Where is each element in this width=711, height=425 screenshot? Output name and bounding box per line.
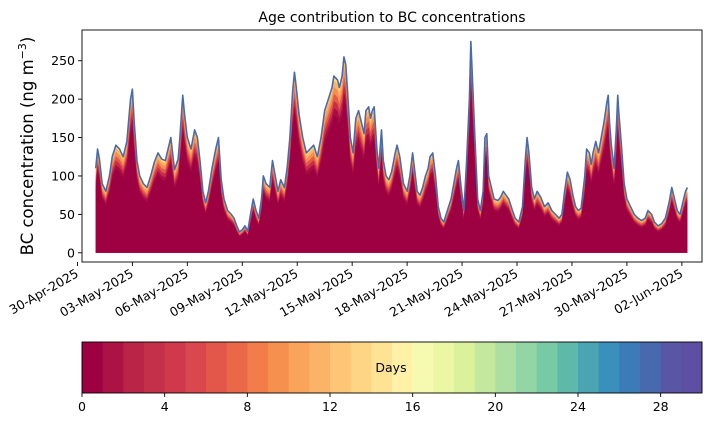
y-tick-label: 200: [51, 92, 75, 107]
colorbar-label: Days: [375, 360, 406, 375]
y-tick-label: 100: [51, 168, 75, 183]
colorbar-swatch: [371, 342, 393, 393]
colorbar-frame: [81, 341, 703, 394]
total-line-layer: [94, 40, 689, 233]
colorbar-swatch: [123, 342, 145, 393]
chart-title: Age contribution to BC concentrations: [258, 10, 525, 26]
x-axis: 30-Apr-202503-May-202506-May-202509-May-…: [6, 262, 685, 320]
colorbar-swatch: [681, 342, 703, 393]
y-axis-label-sup: −3: [16, 43, 29, 59]
y-axis-label-close: ): [18, 37, 37, 43]
y-axis-label-main: BC concentration (ng m: [18, 59, 37, 255]
colorbar-swatch: [619, 342, 641, 393]
colorbar-tick-label: 8: [243, 399, 251, 414]
y-tick-label: 50: [59, 207, 75, 222]
colorbar-swatch: [226, 342, 248, 393]
colorbar-swatch: [206, 342, 228, 393]
colorbar-swatch: [82, 342, 104, 393]
colorbar-swatch: [392, 342, 414, 393]
colorbar-swatch: [536, 342, 558, 393]
colorbar-swatch: [185, 342, 207, 393]
colorbar-tick-label: 16: [405, 399, 421, 414]
colorbar-swatch: [660, 342, 682, 393]
colorbar-tick-label: 24: [570, 399, 586, 414]
colorbar-swatch: [516, 342, 538, 393]
colorbar-swatch: [474, 342, 496, 393]
colorbar-swatch: [102, 342, 124, 393]
days-colorbar: [82, 342, 703, 393]
colorbar-swatch: [309, 342, 331, 393]
colorbar-swatch: [640, 342, 662, 393]
colorbar-tick-label: 4: [161, 399, 169, 414]
colorbar-swatch: [350, 342, 372, 393]
colorbar-swatch: [433, 342, 455, 393]
colorbar-swatch: [495, 342, 517, 393]
plot-frame: [81, 29, 703, 263]
y-axis-label: BC concentration (ng m−3): [16, 37, 37, 256]
colorbar-swatch: [288, 342, 310, 393]
colorbar-swatch: [268, 342, 290, 393]
y-tick-label: 150: [51, 130, 75, 145]
colorbar-swatch: [164, 342, 186, 393]
y-axis: 0 50 100 150 200 250: [51, 53, 82, 260]
colorbar-swatch: [578, 342, 600, 393]
total-bc-line: [94, 40, 689, 233]
age-band-area-base: [95, 88, 688, 253]
colorbar-tick-label: 20: [487, 399, 503, 414]
y-tick-label: 0: [67, 245, 75, 260]
colorbar-tick-label: 28: [653, 399, 669, 414]
colorbar-swatch: [412, 342, 434, 393]
colorbar-swatch: [330, 342, 352, 393]
colorbar-ticks: 0 4 8 12 16 20 24 28: [78, 393, 669, 414]
colorbar-swatch: [598, 342, 620, 393]
stacked-age-areas: [95, 41, 688, 253]
colorbar-swatch: [144, 342, 166, 393]
colorbar-swatch: [454, 342, 476, 393]
y-tick-label: 250: [51, 53, 75, 68]
colorbar-tick-label: 0: [78, 399, 86, 414]
colorbar-tick-label: 12: [322, 399, 338, 414]
colorbar-swatch: [247, 342, 269, 393]
colorbar-swatch: [557, 342, 579, 393]
